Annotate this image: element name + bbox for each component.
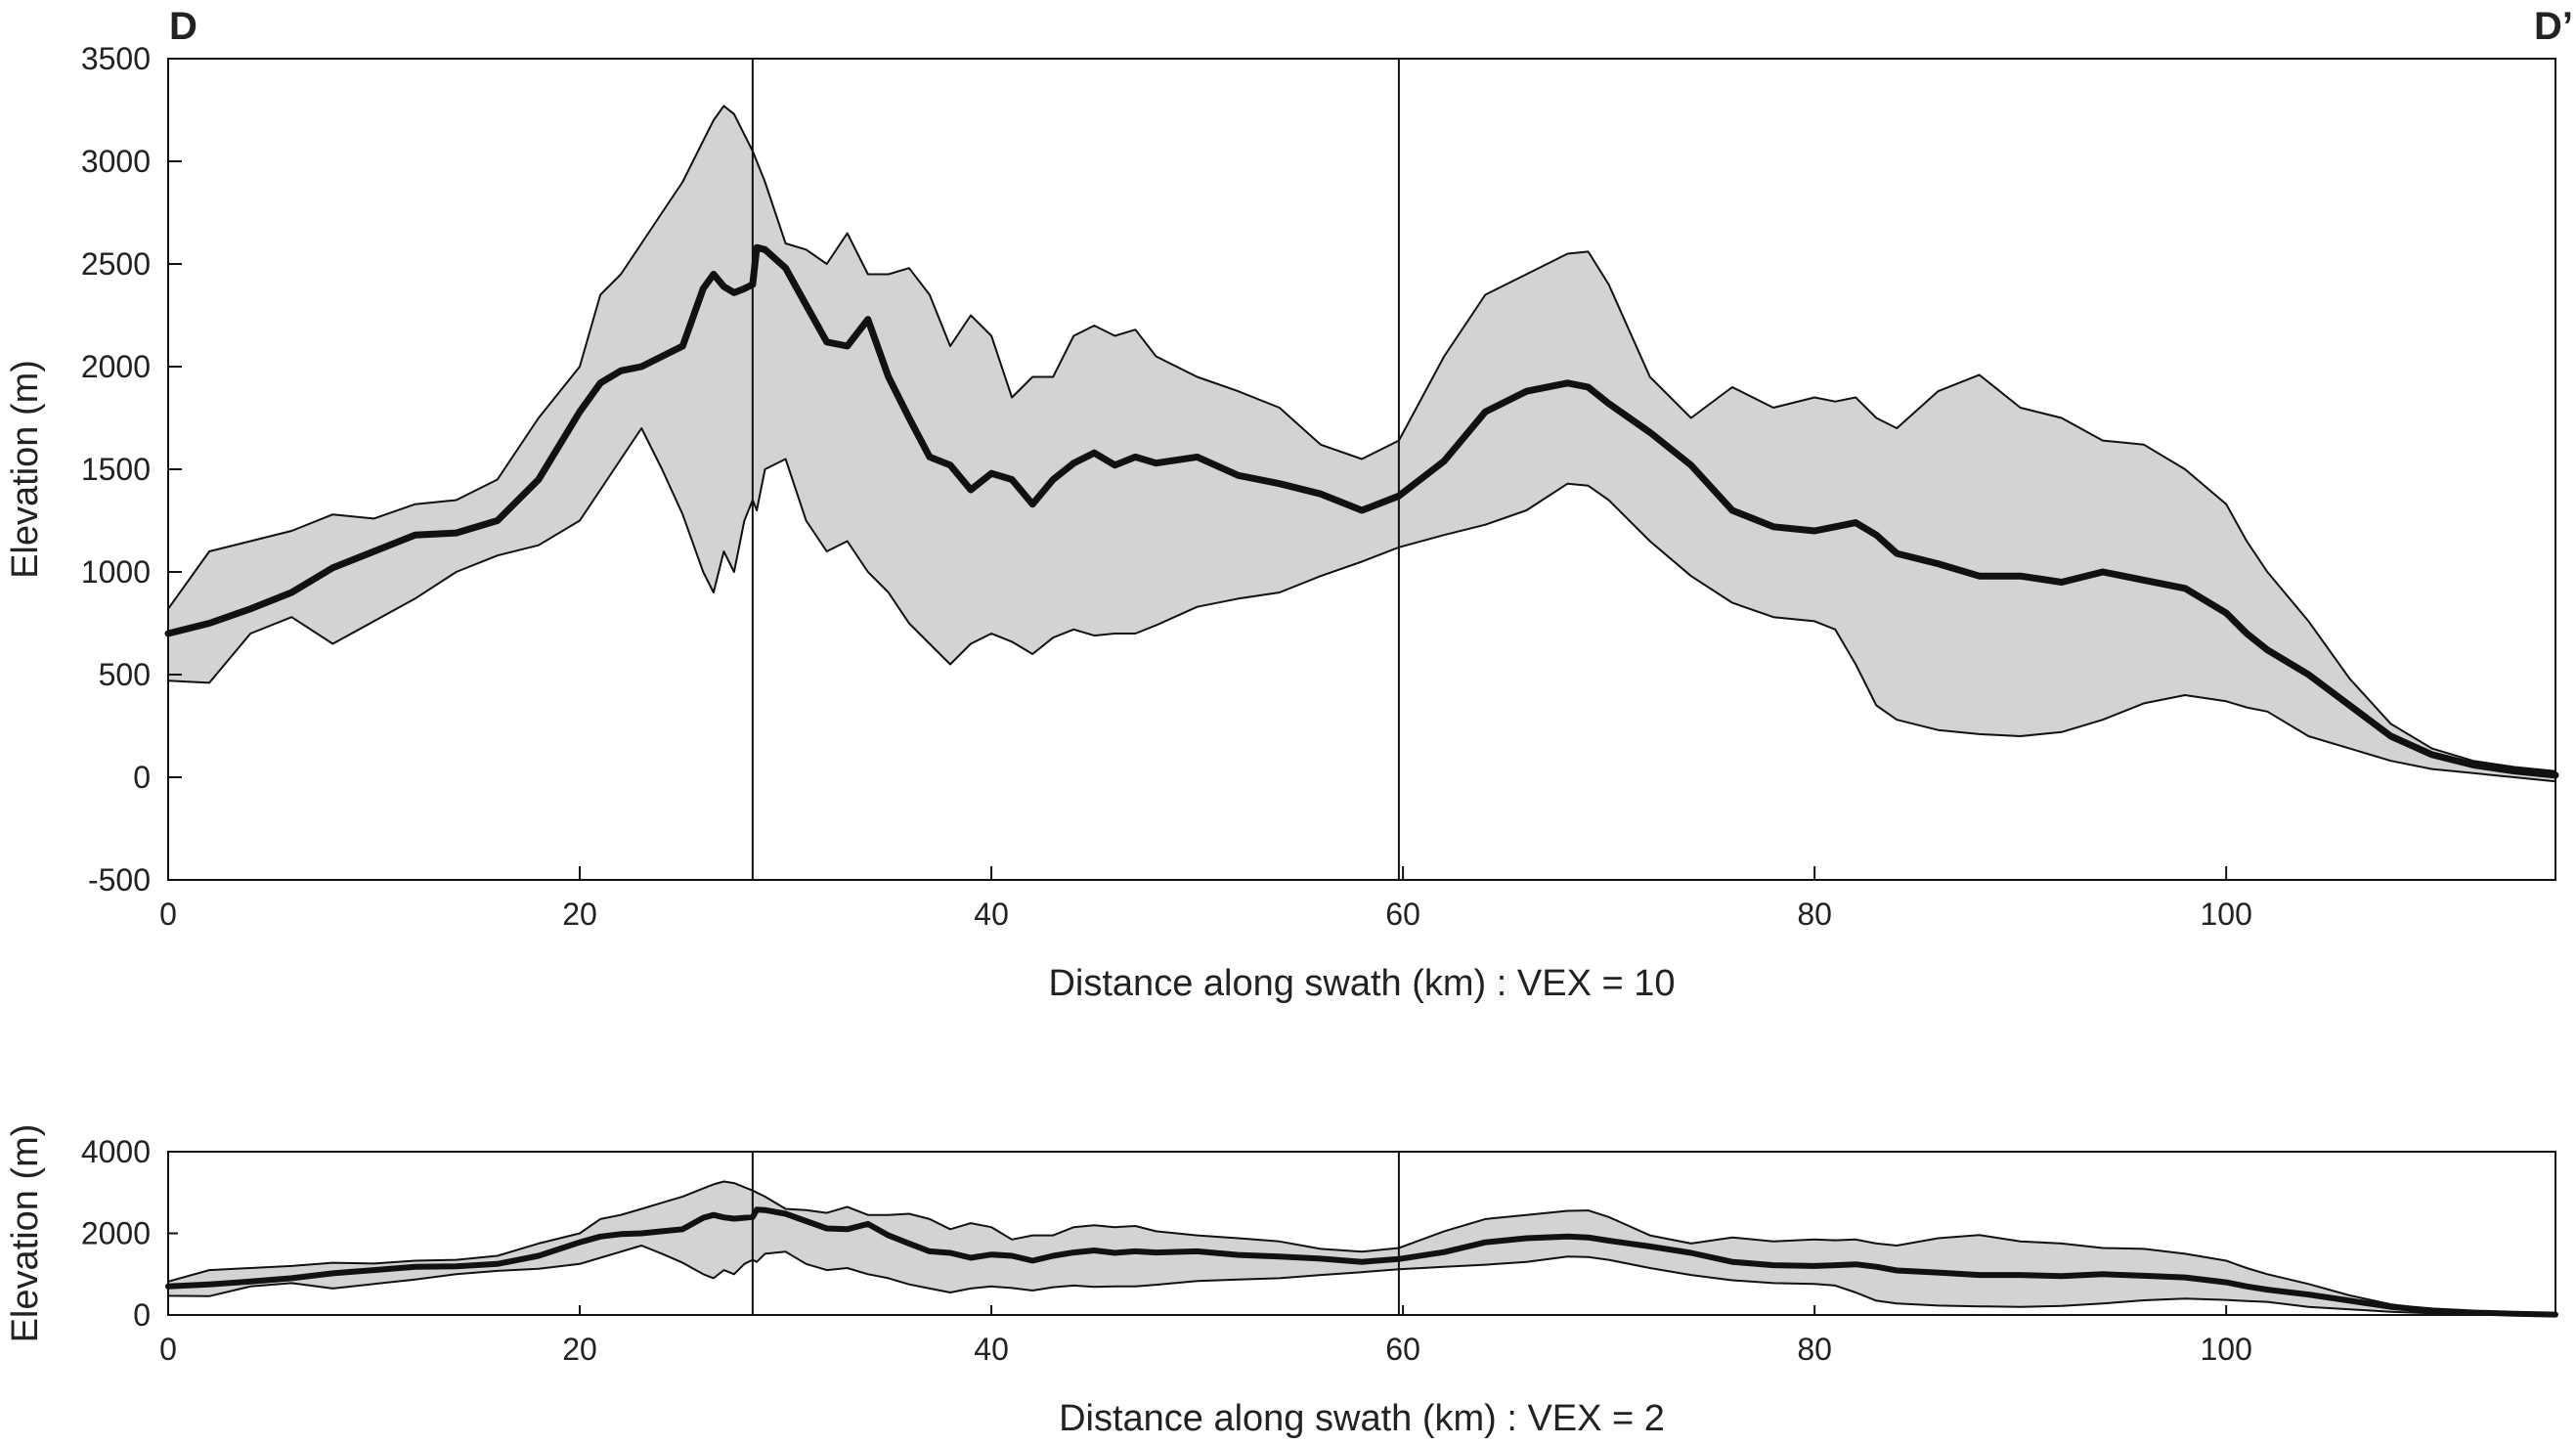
bot-x-tick-label: 40 xyxy=(974,1332,1009,1367)
bot-y-tick-label: 4000 xyxy=(81,1134,151,1169)
bot-x-tick-label: 0 xyxy=(159,1332,177,1367)
top-x-tick-label: 80 xyxy=(1797,897,1832,932)
bot-x-tick-label: 60 xyxy=(1385,1332,1420,1367)
top-y-tick-label: 0 xyxy=(133,760,151,795)
bottom-y-axis-label: Elevation (m) xyxy=(5,1124,46,1343)
top-y-ticks: -500 0 500 1000 1500 2000 2500 3000 3500 xyxy=(81,41,182,898)
top-x-tick-label: 0 xyxy=(159,897,177,932)
bot-x-tick-label: 80 xyxy=(1797,1332,1832,1367)
bottom-elevation-range-band xyxy=(167,1180,2556,1317)
bottom-x-axis-label: Distance along swath (km) : VEX = 2 xyxy=(1059,1398,1665,1439)
corner-label-right: D’ xyxy=(2534,5,2573,48)
top-y-tick-label: -500 xyxy=(88,862,151,898)
top-x-axis-label: Distance along swath (km) : VEX = 10 xyxy=(1048,963,1675,1004)
bottom-profile-panel: 0 20 40 60 80 100 0 2000 4000 Distance along sw… xyxy=(5,1124,2558,1439)
bot-x-tick-label: 100 xyxy=(2200,1332,2251,1367)
top-y-tick-label: 2000 xyxy=(81,349,151,384)
bot-x-tick-label: 20 xyxy=(562,1332,597,1367)
top-x-ticks: 0 20 40 60 80 100 xyxy=(159,866,2252,932)
top-y-tick-label: 1000 xyxy=(81,554,151,590)
top-y-tick-label: 1500 xyxy=(81,452,151,487)
corner-label-left: D xyxy=(169,5,197,48)
top-x-tick-label: 100 xyxy=(2200,897,2251,932)
top-y-tick-label: 3000 xyxy=(81,144,151,179)
top-elevation-range-band xyxy=(167,105,2556,783)
bottom-mean-elevation-line xyxy=(165,1206,2558,1318)
top-x-tick-label: 40 xyxy=(974,897,1009,932)
top-x-tick-label: 20 xyxy=(562,897,597,932)
top-y-tick-label: 3500 xyxy=(81,41,151,76)
top-profile-panel: 0 20 40 60 80 100 -50005001000150020002500300… xyxy=(5,41,2559,1004)
top-y-axis-label: Elevation (m) xyxy=(5,360,46,579)
bottom-marker-lines xyxy=(751,1152,1400,1315)
bot-y-tick-label: 2000 xyxy=(81,1216,151,1251)
bottom-y-ticks: 0 2000 4000 xyxy=(81,1134,178,1333)
bot-y-tick-label: 0 xyxy=(133,1297,151,1333)
top-y-tick-label: 500 xyxy=(99,657,151,692)
top-y-tick-label: 2500 xyxy=(81,246,151,282)
top-x-tick-label: 60 xyxy=(1385,897,1420,932)
bottom-x-ticks: 0 20 40 60 80 100 xyxy=(159,1305,2252,1367)
top-mean-elevation-line xyxy=(164,243,2559,779)
top-marker-lines xyxy=(751,59,1400,880)
